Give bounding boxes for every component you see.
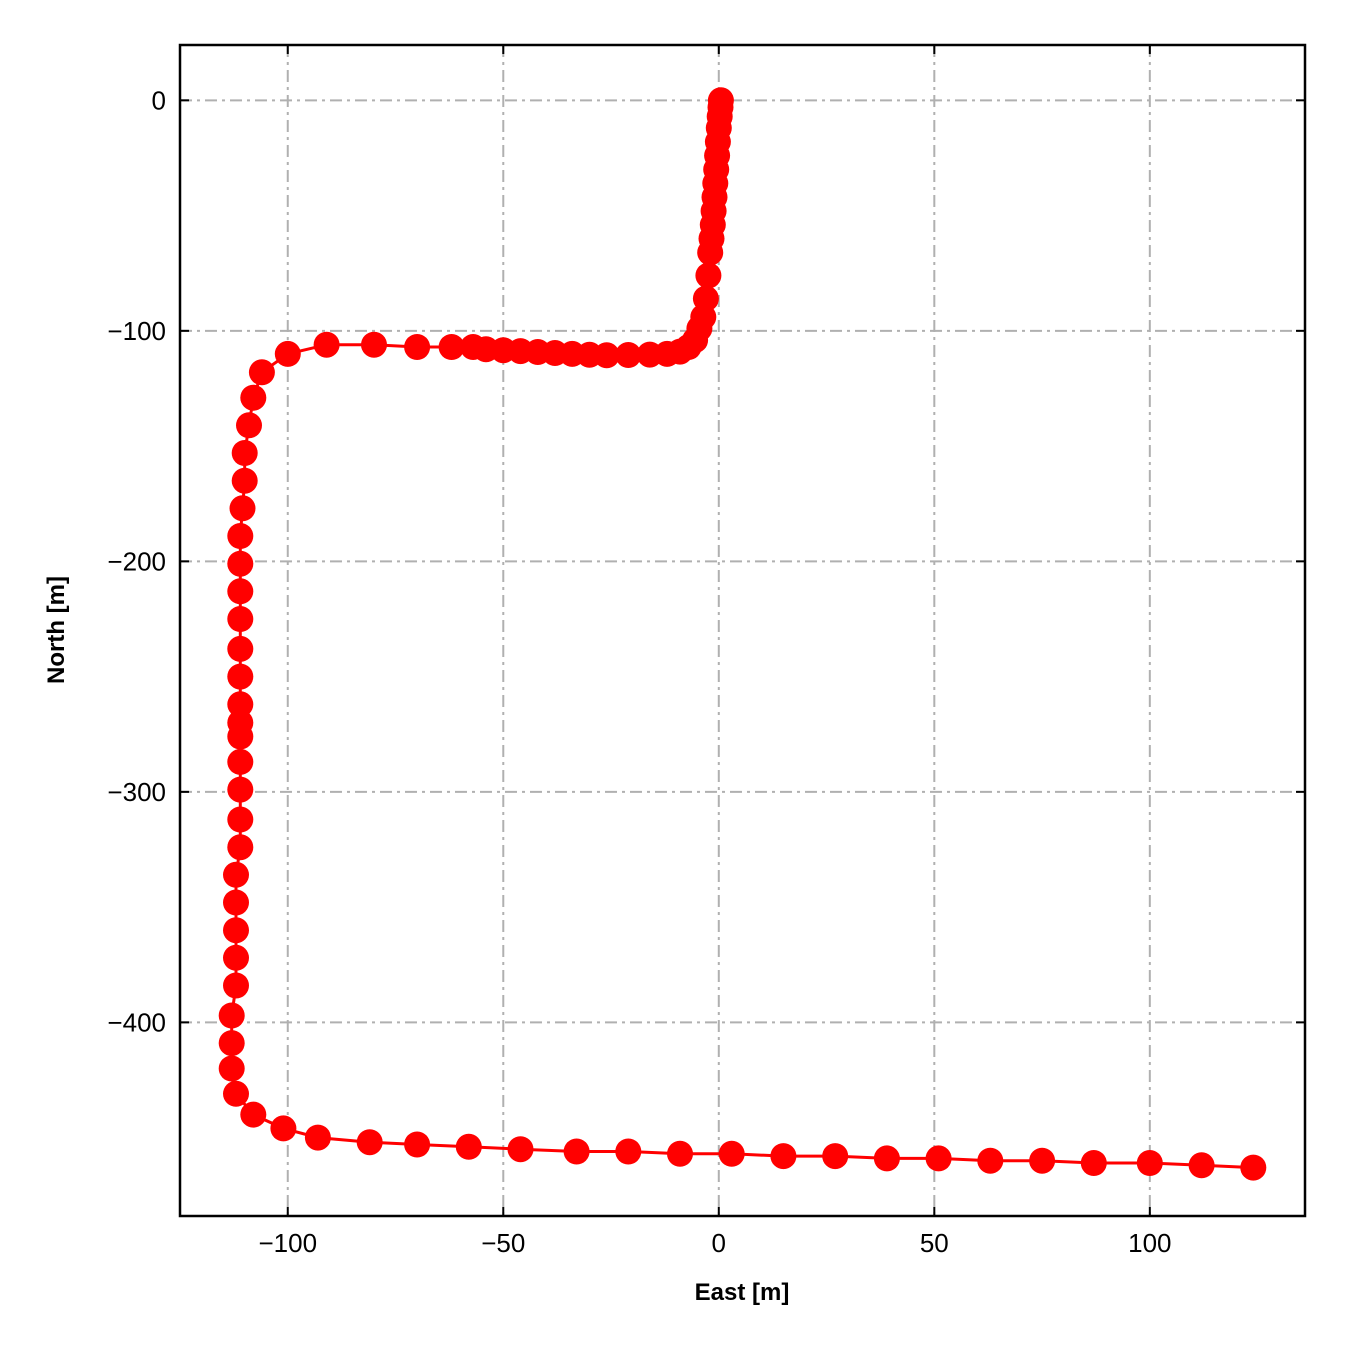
trajectory-point <box>615 1138 642 1165</box>
trajectory-point <box>615 342 642 368</box>
trajectory-point <box>304 1124 331 1151</box>
trajectory-point <box>227 663 254 690</box>
trajectory-point <box>404 1131 431 1158</box>
trajectory-point <box>227 578 254 605</box>
x-tick-label: 100 <box>1128 1228 1171 1258</box>
y-tick-label: −200 <box>107 546 166 576</box>
trajectory-point <box>223 972 249 999</box>
plot-frame <box>178 43 1307 1218</box>
trajectory-point <box>227 523 254 549</box>
y-axis-label: North [m] <box>43 576 70 684</box>
trajectory-point <box>227 691 254 718</box>
trajectory-point <box>1080 1150 1107 1176</box>
trajectory-point <box>313 331 340 358</box>
trajectory-point <box>227 776 254 803</box>
trajectory-point <box>227 806 254 833</box>
trajectory-point <box>223 917 249 944</box>
trajectory-point <box>218 1055 245 1082</box>
trajectory-point <box>356 1129 383 1156</box>
x-axis-label: East [m] <box>695 1279 790 1306</box>
trajectory-point <box>507 1136 534 1163</box>
trajectory-point <box>695 262 722 289</box>
axis-ticks: −100 −50 0 50 100 0 −100 −200 −300 −400 <box>107 45 1305 1258</box>
trajectory-point <box>227 834 254 861</box>
trajectory-point <box>218 1002 245 1029</box>
trajectory-point <box>223 889 249 916</box>
trajectory-point <box>977 1147 1004 1174</box>
trajectory-point <box>718 1140 745 1167</box>
trajectory-point <box>404 334 431 360</box>
x-tick-label: 0 <box>712 1228 726 1258</box>
trajectory-point <box>925 1145 952 1172</box>
trajectory-point <box>636 341 663 368</box>
trajectory-point <box>227 606 254 632</box>
trajectory-point <box>227 748 254 775</box>
trajectory-point <box>223 1080 249 1107</box>
trajectory-point <box>223 861 249 888</box>
trajectory-point <box>1188 1152 1215 1179</box>
trajectory-point <box>227 635 254 662</box>
trajectory-point <box>770 1143 797 1170</box>
trajectory-point <box>223 944 249 971</box>
trajectory-point <box>236 412 262 439</box>
trajectory-point <box>218 1030 245 1057</box>
trajectory-point <box>438 334 465 360</box>
trajectory-point <box>240 384 267 411</box>
trajectory-point <box>667 1140 693 1167</box>
x-tick-label: −50 <box>481 1228 525 1258</box>
trajectory-point <box>873 1145 900 1172</box>
trajectory-point <box>231 440 258 466</box>
trajectory-point <box>1029 1147 1056 1174</box>
x-tick-label: 50 <box>920 1228 949 1258</box>
plot-area <box>218 87 1267 1181</box>
trajectory-point <box>455 1133 482 1160</box>
trajectory-point <box>270 1115 297 1142</box>
trajectory-point <box>697 239 724 266</box>
y-tick-label: −300 <box>107 777 166 807</box>
trajectory-point <box>231 467 258 494</box>
trajectory-point <box>361 331 387 358</box>
trajectory-point <box>229 495 256 522</box>
trajectory-point <box>227 723 254 750</box>
trajectory-point <box>240 1101 267 1128</box>
trajectory-line <box>230 100 1254 1170</box>
y-tick-label: −400 <box>107 1007 166 1037</box>
y-tick-label: −100 <box>107 316 166 346</box>
trajectory-point <box>227 550 254 577</box>
x-tick-label: −100 <box>258 1228 317 1258</box>
trajectory-point <box>563 1138 590 1165</box>
trajectory-point <box>822 1143 849 1170</box>
y-tick-label: 0 <box>152 85 166 115</box>
trajectory-point <box>1240 1154 1267 1181</box>
grid <box>180 45 1305 1216</box>
trajectory-point <box>1136 1150 1163 1176</box>
trajectory-point <box>274 340 301 367</box>
trajectory-point <box>248 359 275 386</box>
trajectory-point <box>460 334 487 360</box>
